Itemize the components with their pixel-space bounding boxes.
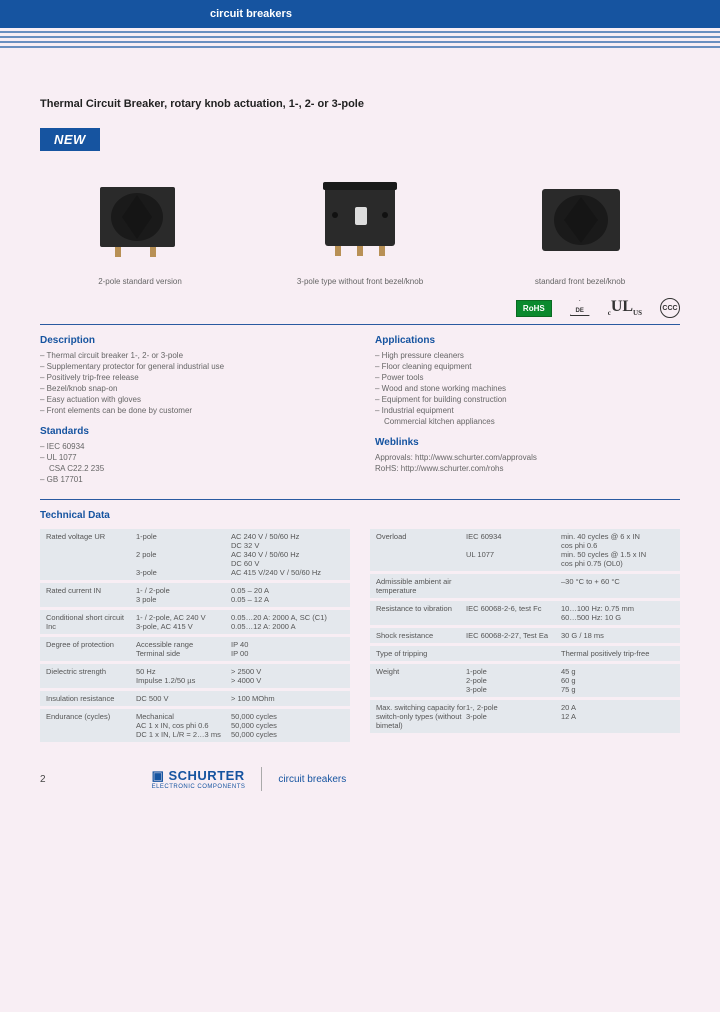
brand-tagline: ELECTRONIC COMPONENTS (152, 784, 246, 790)
product-row: 2-pole standard version 3-pole type with… (40, 169, 680, 286)
tech-row: Degree of protectionAccessible range Ter… (40, 637, 350, 661)
vde-badge: DE (570, 300, 590, 316)
tech-row: Weight1-pole 2-pole 3-pole45 g 60 g 75 g (370, 664, 680, 697)
weblinks-list: Approvals: http://www.schurter.com/appro… (375, 452, 680, 474)
header-category: circuit breakers (210, 8, 292, 20)
tech-title: Technical Data (40, 510, 680, 521)
app-item: Equipment for building construction (375, 394, 680, 405)
std-item: GB 17701 (40, 474, 345, 485)
product-1-image (80, 169, 200, 269)
left-col: Description Thermal circuit breaker 1-, … (40, 335, 345, 485)
tech-row: OverloadIEC 60934 UL 1077min. 40 cycles … (370, 529, 680, 571)
app-item: Industrial equipment (375, 405, 680, 416)
logo-block: ▣ SCHURTER ELECTRONIC COMPONENTS (152, 768, 246, 790)
std-item: IEC 60934 (40, 441, 345, 452)
description-list: Thermal circuit breaker 1-, 2- or 3-pole… (40, 350, 345, 416)
tech-row: Resistance to vibrationIEC 60068-2-6, te… (370, 601, 680, 625)
desc-item: Positively trip-free release (40, 372, 345, 383)
product-3-caption: standard front bezel/knob (480, 277, 680, 286)
right-col: Applications High pressure cleaners Floo… (375, 335, 680, 485)
new-badge: NEW (40, 128, 100, 151)
tech-columns: Rated voltage UR1-pole 2 pole 3-poleAC 2… (40, 529, 680, 745)
info-columns: Description Thermal circuit breaker 1-, … (40, 335, 680, 485)
standards-list: IEC 60934 UL 1077 CSA C22.2 235 GB 17701 (40, 441, 345, 485)
ccc-badge: CCC (660, 298, 680, 318)
page-number: 2 (40, 774, 46, 785)
tech-row: Rated voltage UR1-pole 2 pole 3-poleAC 2… (40, 529, 350, 580)
divider (40, 499, 680, 500)
weblink-approvals: Approvals: http://www.schurter.com/appro… (375, 452, 680, 463)
app-item: Power tools (375, 372, 680, 383)
product-2-image (300, 169, 420, 269)
tech-row: Dielectric strength50 Hz Impulse 1.2/50 … (40, 664, 350, 688)
app-item: Wood and stone working machines (375, 383, 680, 394)
weblinks-title: Weblinks (375, 437, 680, 448)
header-band: circuit breakers (0, 0, 720, 28)
desc-item: Supplementary protector for general indu… (40, 361, 345, 372)
header-stripes (0, 28, 720, 58)
page-body: Thermal Circuit Breaker, rotary knob act… (0, 58, 720, 755)
app-item: Floor cleaning equipment (375, 361, 680, 372)
app-item-extra: Commercial kitchen appliances (375, 416, 680, 427)
tech-right: OverloadIEC 60934 UL 1077min. 40 cycles … (370, 529, 680, 745)
desc-item: Bezel/knob snap-on (40, 383, 345, 394)
tech-row: Max. switching capacity for switch-only … (370, 700, 680, 733)
tech-left: Rated voltage UR1-pole 2 pole 3-poleAC 2… (40, 529, 350, 745)
desc-item: Front elements can be done by customer (40, 405, 345, 416)
page-title: Thermal Circuit Breaker, rotary knob act… (40, 98, 680, 110)
tech-row: Rated current IN1- / 2-pole 3 pole0.05 –… (40, 583, 350, 607)
tech-row: Conditional short circuit Inc1- / 2-pole… (40, 610, 350, 634)
tech-row: Admissible ambient air temperature–30 °C… (370, 574, 680, 598)
std-item: UL 1077 (40, 452, 345, 463)
product-3-image (520, 169, 640, 269)
app-item: High pressure cleaners (375, 350, 680, 361)
product-1: 2-pole standard version (40, 169, 240, 286)
applications-title: Applications (375, 335, 680, 346)
desc-item: Easy actuation with gloves (40, 394, 345, 405)
ul-badge: cULUS (608, 298, 642, 317)
tech-row: Shock resistanceIEC 60068-2-27, Test Ea3… (370, 628, 680, 643)
rohs-badge: RoHS (516, 300, 552, 317)
footer-divider (261, 767, 262, 791)
tech-row: Endurance (cycles)Mechanical AC 1 x IN, … (40, 709, 350, 742)
desc-item: Thermal circuit breaker 1-, 2- or 3-pole (40, 350, 345, 361)
product-2: 3-pole type without front bezel/knob (260, 169, 460, 286)
footer-category: circuit breakers (278, 774, 346, 785)
brand-logo: ▣ SCHURTER (152, 768, 245, 783)
product-1-caption: 2-pole standard version (40, 277, 240, 286)
product-3: standard front bezel/knob (480, 169, 680, 286)
tech-row: Type of trippingThermal positively trip-… (370, 646, 680, 661)
std-item: CSA C22.2 235 (40, 463, 345, 474)
standards-title: Standards (40, 426, 345, 437)
applications-list: High pressure cleaners Floor cleaning eq… (375, 350, 680, 427)
product-2-caption: 3-pole type without front bezel/knob (260, 277, 460, 286)
description-title: Description (40, 335, 345, 346)
tech-row: Insulation resistanceDC 500 V> 100 MOhm (40, 691, 350, 706)
footer: 2 ▣ SCHURTER ELECTRONIC COMPONENTS circu… (0, 755, 720, 803)
weblink-rohs: RoHS: http://www.schurter.com/rohs (375, 463, 680, 474)
cert-row: RoHS DE cULUS CCC (40, 294, 680, 325)
